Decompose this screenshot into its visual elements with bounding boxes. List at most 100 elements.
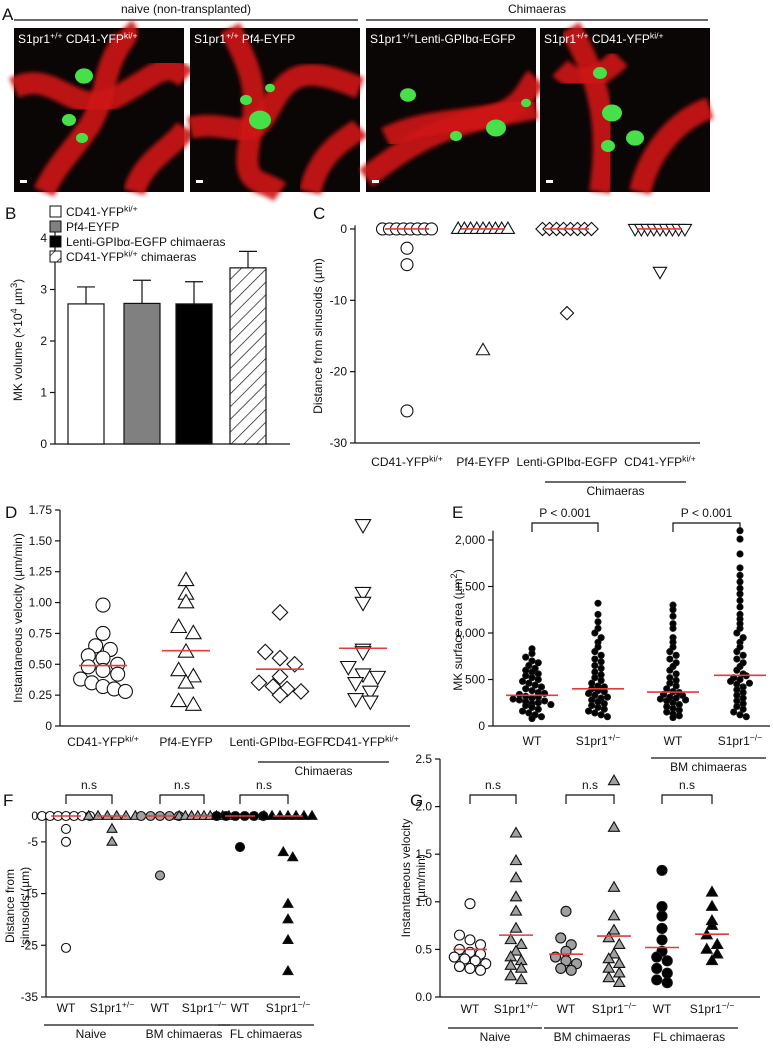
x-tick-label: S1pr1+/− bbox=[494, 1000, 539, 1016]
micrograph bbox=[187, 23, 368, 202]
cell bbox=[626, 130, 644, 146]
text-part: Pf4-EYFP bbox=[456, 455, 509, 469]
marker bbox=[710, 937, 724, 949]
marker bbox=[597, 651, 605, 659]
y-tick-label: 1 bbox=[40, 386, 47, 400]
group-label: Naive bbox=[480, 1030, 511, 1044]
marker bbox=[522, 672, 530, 680]
comparison-bracket bbox=[469, 794, 517, 804]
y-axis-label: Distance from sinusoids (µm) bbox=[311, 258, 325, 414]
marker bbox=[733, 655, 741, 663]
y-tick-label: 1,500 bbox=[455, 580, 485, 594]
y-tick-label: 0.0 bbox=[415, 990, 432, 1004]
vessel bbox=[629, 97, 714, 195]
marker bbox=[95, 662, 111, 679]
vessel bbox=[299, 119, 368, 195]
marker bbox=[474, 964, 487, 976]
marker bbox=[271, 603, 289, 621]
marker bbox=[525, 679, 533, 687]
marker bbox=[560, 905, 572, 917]
x-tick-label: S1pr1−/− bbox=[690, 1000, 735, 1016]
marker bbox=[682, 696, 690, 704]
marker bbox=[525, 709, 533, 717]
text-part: CD41-YFP bbox=[66, 205, 124, 219]
legend-label: Lenti-GPIbα-EGFP chimaeras bbox=[66, 235, 225, 249]
marker bbox=[742, 713, 750, 721]
marker bbox=[274, 809, 286, 820]
y-tick-label: 0 bbox=[340, 222, 347, 236]
marker bbox=[514, 937, 528, 949]
bar bbox=[67, 303, 105, 445]
marker bbox=[666, 648, 674, 656]
marker bbox=[736, 603, 744, 611]
y-axis-label: Distance from bbox=[3, 869, 17, 943]
vessel bbox=[552, 50, 628, 90]
group-title: Chimaeras bbox=[508, 2, 566, 16]
marker bbox=[651, 974, 663, 986]
marker bbox=[591, 691, 599, 699]
marker bbox=[710, 947, 724, 959]
x-tick-label: WT bbox=[557, 1002, 576, 1016]
cell bbox=[602, 104, 622, 122]
marker bbox=[354, 596, 372, 612]
cell bbox=[486, 119, 506, 137]
marker bbox=[106, 835, 118, 846]
y-tick-label: 500 bbox=[465, 673, 485, 687]
y-tick-label: 0.50 bbox=[29, 657, 53, 671]
text-part: Pf4-EYFP bbox=[66, 220, 119, 234]
marker bbox=[282, 809, 294, 820]
text-part: ki/+ bbox=[682, 453, 696, 463]
marker bbox=[594, 618, 602, 626]
marker bbox=[271, 649, 289, 667]
marker bbox=[672, 694, 680, 702]
text-part: −/− bbox=[624, 1000, 636, 1010]
marker bbox=[661, 955, 673, 967]
y-axis-label: MK surface area (µm2) bbox=[449, 569, 465, 690]
text-part: CD41-YFP bbox=[589, 32, 650, 46]
panel-label: G bbox=[410, 791, 423, 810]
y-tick-label: 0.25 bbox=[29, 688, 53, 702]
marker bbox=[354, 646, 372, 662]
text-part: µm bbox=[11, 288, 25, 308]
vessel bbox=[9, 58, 194, 114]
marker bbox=[602, 961, 616, 973]
marker bbox=[736, 675, 744, 684]
marker bbox=[528, 703, 536, 711]
x-tick-label: S1pr1+/− bbox=[90, 999, 135, 1015]
marker bbox=[60, 823, 72, 834]
marker bbox=[584, 707, 593, 715]
marker bbox=[169, 618, 188, 634]
vessel bbox=[381, 97, 539, 148]
cell bbox=[521, 98, 531, 108]
marker bbox=[504, 969, 518, 981]
text-part: 4 bbox=[9, 308, 19, 313]
text-part: S1pr1 bbox=[494, 1002, 526, 1016]
marker bbox=[705, 953, 719, 966]
y-tick-label: 0.5 bbox=[415, 942, 432, 956]
x-tick-label: WT bbox=[461, 1002, 480, 1016]
text-part: +/+ bbox=[576, 30, 588, 40]
group-label: BM chimaeras bbox=[146, 1027, 223, 1041]
marker bbox=[211, 810, 222, 822]
marker bbox=[354, 668, 372, 684]
text-part: CD41-YFP bbox=[371, 455, 429, 469]
marker bbox=[661, 977, 673, 989]
comparison-bracket bbox=[531, 522, 599, 532]
x-tick-label: S1pr1−/− bbox=[718, 732, 763, 748]
marker bbox=[154, 870, 166, 881]
text-part: ) bbox=[451, 569, 465, 573]
text-part: S1pr1 bbox=[370, 32, 402, 46]
y-axis-label: Instantaneous velocity bbox=[399, 819, 413, 938]
text-part: S1pr1 bbox=[690, 1002, 722, 1016]
marker bbox=[282, 913, 294, 924]
text-part: chimaeras bbox=[138, 250, 197, 264]
text-part: S1pr1 bbox=[576, 734, 608, 748]
cell bbox=[450, 130, 462, 142]
text-part: ki/+ bbox=[650, 30, 664, 40]
marker bbox=[661, 967, 673, 979]
marker bbox=[531, 681, 539, 689]
marker bbox=[602, 971, 616, 983]
marker bbox=[612, 956, 626, 968]
group-label: BM chimaeras bbox=[554, 1030, 631, 1044]
marker bbox=[607, 947, 621, 959]
